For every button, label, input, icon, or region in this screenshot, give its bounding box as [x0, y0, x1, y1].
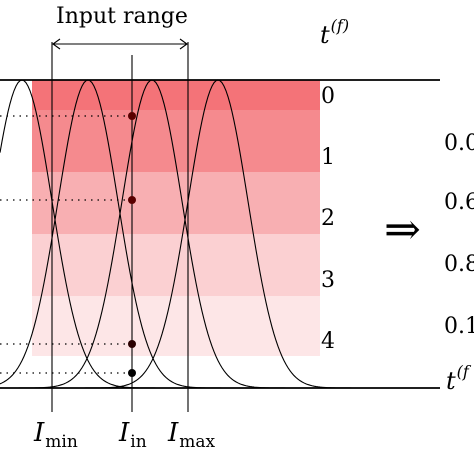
level-label-0: 0 — [321, 84, 335, 109]
t-f-bottom-label: t(f — [446, 362, 469, 395]
t-symbol: t — [320, 21, 330, 49]
t-bottom-superscript: (f — [456, 362, 469, 381]
band-level-0 — [32, 80, 320, 110]
i-in-label: Iin — [119, 420, 147, 451]
point-level-0 — [128, 112, 136, 120]
t-bottom-symbol: t — [446, 367, 456, 395]
input-range-bracket — [52, 38, 188, 50]
i-min-symbol: I — [34, 418, 45, 448]
band-level-3 — [32, 234, 320, 296]
dotted-guides — [0, 115, 130, 374]
output-value-3: 0.1 — [444, 314, 474, 339]
output-value-0: 0.0 — [444, 131, 474, 156]
gaussian-curves — [0, 79, 440, 389]
gaussian-curve-3 — [0, 79, 440, 389]
output-value-2: 0.8 — [444, 252, 474, 277]
t-f-label: t(f) — [320, 16, 350, 49]
t-superscript: (f) — [330, 16, 350, 35]
i-min-label: Imin — [34, 420, 78, 451]
point-level-4 — [128, 369, 136, 377]
i-max-sub: max — [179, 432, 216, 452]
input-range-label: Input range — [56, 4, 188, 29]
point-level-1 — [128, 196, 136, 204]
level-label-3: 3 — [321, 268, 335, 293]
implies-arrow: ⇒ — [384, 204, 421, 255]
level-label-2: 2 — [321, 206, 335, 231]
i-min-sub: min — [45, 432, 78, 452]
band-level-2 — [32, 172, 320, 234]
level-label-1: 1 — [321, 145, 335, 170]
intersection-points — [128, 112, 136, 377]
point-level-3 — [128, 340, 136, 348]
i-in-sub: in — [130, 432, 147, 452]
i-max-symbol: I — [168, 418, 179, 448]
i-max-label: Imax — [168, 420, 215, 451]
level-label-4: 4 — [321, 329, 335, 354]
i-in-symbol: I — [119, 418, 130, 448]
output-value-1: 0.6 — [444, 190, 474, 215]
level-bands — [32, 80, 320, 356]
